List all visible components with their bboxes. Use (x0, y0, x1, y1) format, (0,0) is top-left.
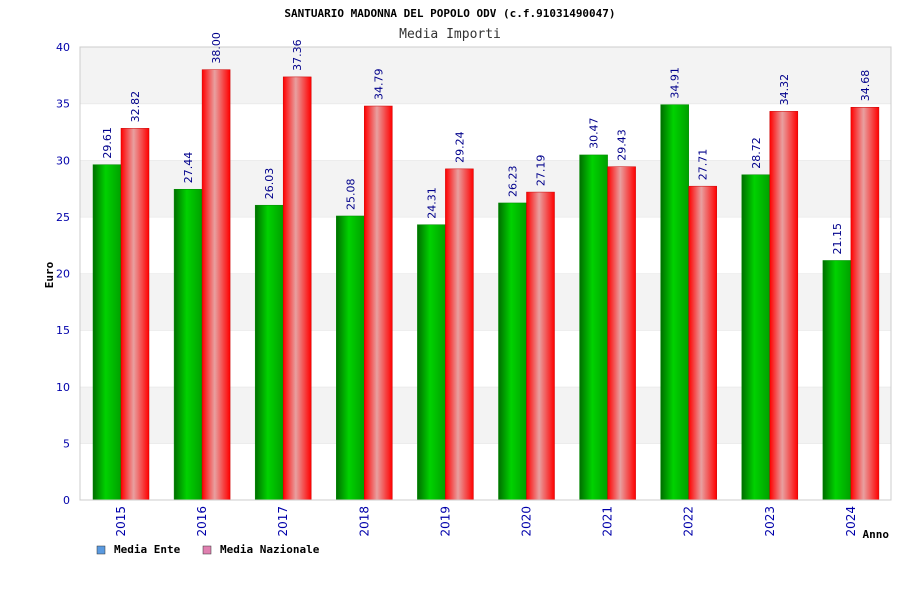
bar-media-nazionale (364, 105, 393, 501)
legend-label-ente: Media Ente (114, 543, 181, 556)
bar-media-ente (822, 260, 852, 501)
data-label: 29.24 (453, 131, 466, 163)
x-tick-label: 2022 (682, 506, 696, 537)
bar-media-nazionale (607, 166, 636, 501)
x-tick-label: 2016 (195, 506, 209, 537)
legend-swatch-ente (96, 545, 106, 555)
y-axis-ticks: 0 5 10 15 20 25 30 35 40 (56, 41, 70, 507)
y-tick-label: 25 (56, 211, 70, 224)
data-labels: 29.61 32.82 27.44 38.00 26.03 37.36 25.08 34.79… (101, 32, 872, 254)
bar-media-ente (498, 202, 527, 501)
data-label: 27.44 (182, 152, 195, 184)
bar-media-nazionale (201, 69, 231, 501)
data-label: 27.71 (697, 149, 710, 181)
bar-media-nazionale (120, 128, 150, 501)
x-axis-ticks: 2015 2016 2017 2018 2019 2020 2021 2022 2023 2024 (114, 506, 858, 537)
bar-media-nazionale (526, 191, 555, 501)
x-tick-label: 2021 (601, 506, 615, 537)
bar-media-ente (741, 174, 771, 501)
data-label: 25.08 (344, 178, 357, 210)
y-tick-label: 40 (56, 41, 70, 54)
y-axis-label: Euro (43, 261, 56, 288)
data-label: 34.91 (669, 67, 682, 99)
y-tick-label: 0 (63, 494, 70, 507)
data-label: 34.79 (372, 69, 385, 101)
grid-band (80, 103, 891, 161)
data-label: 32.82 (129, 91, 142, 123)
bar-media-ente (173, 188, 203, 501)
plot-frame (79, 46, 892, 501)
x-tick-label: 2019 (438, 506, 452, 537)
x-tick-label: 2024 (844, 506, 858, 537)
data-label: 29.43 (616, 129, 629, 161)
data-label: 26.03 (263, 168, 276, 200)
legend-label-nazionale: Media Nazionale (220, 543, 320, 556)
y-tick-label: 10 (56, 381, 70, 394)
y-tick-label: 35 (56, 98, 70, 111)
data-label: 37.36 (291, 39, 304, 71)
bar-media-ente (579, 154, 608, 501)
data-label: 26.23 (507, 165, 520, 197)
data-label: 28.72 (750, 137, 763, 169)
bar-media-ente (417, 224, 446, 501)
data-label: 29.61 (101, 127, 114, 159)
bar-media-ente (336, 215, 365, 501)
bar-media-nazionale (850, 106, 880, 501)
y-tick-label: 20 (56, 268, 70, 281)
x-tick-label: 2020 (520, 506, 534, 537)
x-tick-label: 2015 (114, 506, 128, 537)
data-label: 24.31 (425, 187, 438, 219)
bar-media-ente (92, 164, 122, 501)
data-label: 34.68 (859, 70, 872, 102)
bar-media-nazionale (445, 168, 474, 501)
x-tick-label: 2023 (763, 506, 777, 537)
y-tick-label: 30 (56, 154, 70, 167)
bar-media-ente (660, 104, 689, 501)
x-axis-label: Anno (863, 528, 890, 541)
bar-media-nazionale (282, 76, 312, 501)
y-tick-label: 15 (56, 324, 70, 337)
bars (92, 69, 880, 501)
data-label: 30.47 (588, 117, 601, 149)
grid-band (80, 47, 891, 104)
chart-subtitle: Media Importi (399, 27, 501, 42)
y-tick-label: 5 (63, 437, 70, 450)
data-label: 27.19 (535, 155, 548, 187)
x-tick-label: 2018 (357, 506, 371, 537)
bar-media-nazionale (769, 111, 799, 501)
data-label: 34.32 (778, 74, 791, 106)
bar-media-ente (254, 204, 284, 501)
data-label: 21.15 (831, 223, 844, 255)
x-tick-label: 2017 (276, 506, 290, 537)
chart-title: SANTUARIO MADONNA DEL POPOLO ODV (c.f.91… (284, 7, 615, 20)
legend-swatch-nazionale (202, 545, 212, 555)
data-label: 38.00 (210, 32, 223, 64)
legend: Media Ente Media Nazionale (96, 543, 320, 556)
bar-media-nazionale (688, 185, 717, 501)
